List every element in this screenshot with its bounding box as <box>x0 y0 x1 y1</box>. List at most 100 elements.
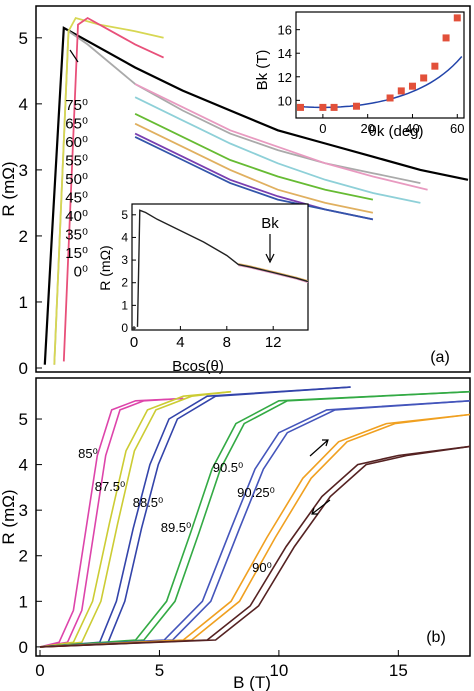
data-point-inset-top <box>296 103 304 111</box>
series-line-b-1-up <box>39 390 232 648</box>
arrow-a <box>69 49 79 63</box>
y-tick-label-inset-bottom: 5 <box>121 208 128 222</box>
y-tick-label-b: 1 <box>19 592 28 611</box>
y-tick-label-inset-bottom: 1 <box>121 298 128 312</box>
legend-label-a: 75⁰ <box>65 97 88 114</box>
series-line-a-3 <box>62 16 164 362</box>
legend-label-a: 55⁰ <box>65 153 88 170</box>
y-tick-label-a: 4 <box>19 95 28 114</box>
series-line-b-1-down <box>39 390 232 648</box>
curve-label-b: 85⁰ <box>78 446 98 461</box>
curve-label-b: 90.25⁰ <box>237 485 275 500</box>
arrow-down-b <box>311 499 331 515</box>
data-point-inset-top <box>330 103 338 111</box>
x-axis-label-inset-top: θk (deg) <box>368 123 423 140</box>
x-tick-label-inset-bottom: 8 <box>223 334 231 351</box>
data-point-inset-top <box>319 103 327 111</box>
y-tick-label-b: 5 <box>19 410 28 429</box>
y-tick-label-b: 0 <box>19 638 28 657</box>
x-tick-label-b: 10 <box>269 661 288 680</box>
data-point-inset-top <box>386 94 394 102</box>
data-point-inset-top <box>453 14 461 22</box>
curve-label-b: 89.5⁰ <box>161 520 192 535</box>
y-tick-label-a: 5 <box>19 29 28 48</box>
x-tick-label-inset-top: 0 <box>319 121 326 136</box>
y-axis-label-inset-bottom: R (mΩ) <box>97 245 113 290</box>
legend-label-a: 35⁰ <box>65 227 88 244</box>
data-point-inset-top <box>352 102 360 110</box>
x-tick-label-b: 0 <box>35 661 44 680</box>
y-tick-label-inset-bottom: 3 <box>121 253 128 267</box>
series-line-a-7 <box>134 122 374 214</box>
x-tick-label-inset-bottom: 12 <box>265 334 282 351</box>
series-line-inset-bottom <box>136 209 309 327</box>
legend-label-a: 60⁰ <box>65 134 88 151</box>
series-line-b-3-down <box>39 390 471 648</box>
data-point-inset-top <box>420 74 428 82</box>
arrow-up-b <box>309 439 329 457</box>
panel-tag-a: (a) <box>430 349 450 366</box>
y-axis-label-inset-top: Bk (T) <box>254 50 271 91</box>
legend-label-a: 50⁰ <box>65 171 88 188</box>
y-tick-label-inset-bottom: 2 <box>121 276 128 290</box>
y-tick-label-inset-top: 16 <box>278 23 292 38</box>
annotation-bk: Bk <box>261 215 279 232</box>
series-line-a-5 <box>134 96 421 204</box>
series-line-b-6-down <box>39 445 471 648</box>
data-point-inset-top <box>397 87 405 95</box>
fit-curve-inset-top <box>300 55 463 109</box>
legend-label-a: 0⁰ <box>74 264 88 281</box>
legend-label-a: 15⁰ <box>65 245 88 262</box>
y-axis-label-a: R (mΩ) <box>0 161 18 216</box>
series-line-a-9 <box>134 136 374 221</box>
series-line-a-0 <box>43 26 469 365</box>
data-point-inset-top <box>408 82 416 90</box>
y-tick-label-b: 3 <box>19 501 28 520</box>
x-tick-label-b: 5 <box>155 661 164 680</box>
legend-label-a: 65⁰ <box>65 116 88 133</box>
curve-label-b: 90.5⁰ <box>213 460 244 475</box>
series-line-b-0-down <box>39 397 184 648</box>
x-tick-label-b: 15 <box>389 661 408 680</box>
y-tick-label-inset-top: 10 <box>278 93 292 108</box>
y-tick-label-b: 2 <box>19 547 28 566</box>
y-tick-label-inset-bottom: 4 <box>121 230 128 244</box>
inset-top: 0 20 40 60 10 12 14 16 θk (deg) Bk (T) <box>254 11 465 140</box>
plot-frame-b <box>35 377 471 657</box>
series-line-a-2 <box>53 16 164 365</box>
series-line-b-3-up <box>39 390 471 648</box>
data-point-inset-top <box>442 34 450 42</box>
inset-frame-bottom <box>131 203 309 331</box>
x-tick-label-inset-top: 40 <box>405 121 419 136</box>
series-line-b-4-up <box>39 400 471 648</box>
panel-tag-b: (b) <box>426 629 446 646</box>
series-line-b-5-up <box>39 413 471 648</box>
y-tick-label-a: 0 <box>19 359 28 378</box>
curve-label-b: 90⁰ <box>252 560 272 575</box>
x-axis-label-inset-bottom: Bcos(θ) <box>172 358 224 375</box>
series-line-a-6 <box>134 112 374 201</box>
y-tick-label-a: 1 <box>19 293 28 312</box>
y-tick-label-a: 3 <box>19 161 28 180</box>
plot-frame-a <box>35 5 471 373</box>
x-tick-label-inset-bottom: 0 <box>130 334 138 351</box>
legend-label-a: 45⁰ <box>65 190 88 207</box>
y-tick-label-inset-bottom: 0 <box>121 321 128 335</box>
overlay-line-inset-bottom <box>238 264 309 284</box>
series-line-b-2-up <box>39 386 351 648</box>
x-tick-label-inset-bottom: 4 <box>176 334 184 351</box>
y-tick-label-a: 2 <box>19 227 28 246</box>
series-line-b-4-down <box>39 400 471 648</box>
series-line-b-0-up <box>39 397 184 648</box>
overlay-line-inset-bottom <box>238 263 309 282</box>
y-tick-label-inset-top: 14 <box>278 46 292 61</box>
curve-label-b: 87.5⁰ <box>95 479 126 494</box>
y-axis-label-b: R (mΩ) <box>0 489 18 544</box>
series-line-b-6-up <box>39 445 471 648</box>
panel-b: 0 5 10 15 0 1 2 3 4 5 B (T) R (mΩ) 85⁰ 87.5⁰ 88.5⁰ 89.5… <box>0 377 471 691</box>
series-line-b-2-down <box>39 386 351 648</box>
y-tick-label-inset-top: 12 <box>278 70 292 85</box>
